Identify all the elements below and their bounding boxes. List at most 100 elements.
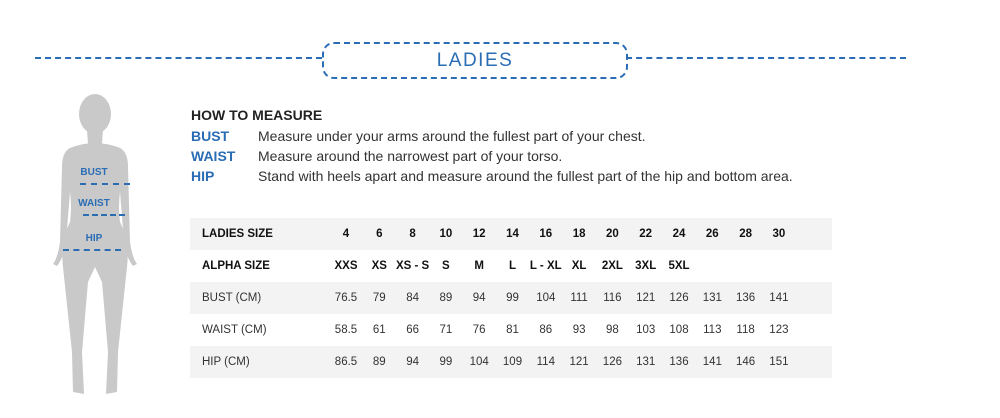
- waist-line: [83, 214, 125, 216]
- table-cell: 4: [342, 228, 350, 240]
- table-cell: 114: [536, 356, 555, 368]
- table-cell: 81: [506, 324, 519, 336]
- measure-text: Measure around the narrowest part of you…: [258, 148, 563, 164]
- table-cell: 71: [439, 324, 453, 336]
- table-cell: 94: [406, 356, 419, 368]
- measure-key: HIP: [191, 168, 215, 184]
- table-cell: 116: [603, 292, 622, 304]
- table-cell: 6: [376, 228, 383, 240]
- table-cell: 136: [669, 356, 689, 368]
- row-label: ALPHA SIZE: [202, 260, 270, 272]
- table-cell: 30: [772, 228, 786, 240]
- body-silhouette: BUST WAIST HIP: [40, 92, 150, 402]
- measure-key: BUST: [191, 128, 230, 144]
- row-hip: HIP (CM) 86.5 89 94 99 104 109 114 121 126 131 136 1…: [190, 346, 832, 378]
- table-cell: 94: [472, 292, 486, 304]
- table-cell: 20: [605, 228, 619, 240]
- table-cell: 141: [702, 356, 722, 368]
- bust-line: [80, 183, 130, 185]
- silhouette-icon: [53, 94, 137, 394]
- measure-text: Measure under your arms around the fulle…: [258, 128, 646, 144]
- table-cell: 111: [570, 292, 588, 304]
- table-cell: 89: [372, 356, 386, 368]
- table-cell: 66: [406, 324, 419, 336]
- figure-label-waist: WAIST: [78, 198, 110, 209]
- table-cell: 151: [769, 356, 789, 368]
- table-cell: 12: [472, 228, 486, 240]
- table-cell: 28: [739, 228, 752, 240]
- table-cell: 10: [439, 228, 453, 240]
- table-cell: 86.5: [334, 356, 358, 368]
- measure-key: WAIST: [191, 148, 236, 164]
- hip-line: [63, 249, 121, 251]
- table-cell: S: [442, 260, 450, 272]
- table-cell: 99: [506, 292, 519, 304]
- measure-text: Stand with heels apart and measure aroun…: [258, 168, 793, 184]
- table-cell: 86: [539, 324, 553, 336]
- table-cell: 126: [669, 292, 689, 304]
- table-cell: 16: [539, 228, 553, 240]
- table-cell: 89: [439, 292, 453, 304]
- how-to-measure: HOW TO MEASURE BUST Measure under your a…: [191, 107, 793, 186]
- table-cell: 93: [572, 324, 586, 336]
- table-cell: M: [474, 260, 484, 272]
- row-label: LADIES SIZE: [202, 228, 273, 240]
- table-cell: 2XL: [601, 260, 623, 272]
- measure-item-waist: WAIST Measure around the narrowest part …: [191, 146, 793, 166]
- table-cell: 103: [636, 324, 656, 336]
- table-cell: 79: [372, 292, 386, 304]
- row-bust: BUST (CM) 76.5 79 84 89 94 99 104 111 116 121 126 13…: [190, 282, 832, 314]
- table-cell: 131: [636, 356, 656, 368]
- table-cell: 8: [409, 228, 416, 240]
- table-cell: 118: [736, 324, 755, 336]
- table-cell: 61: [372, 324, 386, 336]
- size-table: LADIES SIZE 4 6 8 10 12 14 16 18 20 22 24 26 28 30 ALPH…: [190, 218, 832, 378]
- figure-label-bust: BUST: [80, 167, 108, 178]
- table-cell: 18: [572, 228, 586, 240]
- row-waist: WAIST (CM) 58.5 61 66 71 76 81 86 93 98 103 108 113 1…: [190, 314, 832, 346]
- table-cell: 98: [605, 324, 619, 336]
- table-cell: 58.5: [334, 324, 358, 336]
- row-label: WAIST (CM): [202, 324, 267, 336]
- table-cell: 146: [736, 356, 756, 368]
- row-label: BUST (CM): [202, 292, 262, 304]
- table-cell: XXS: [334, 260, 358, 272]
- table-cell: 24: [672, 228, 686, 240]
- table-cell: 121: [636, 292, 656, 304]
- measure-item-hip: HIP Stand with heels apart and measure a…: [191, 166, 793, 186]
- section-title: LADIES: [436, 49, 514, 71]
- header-divider-right: [626, 57, 906, 59]
- table-cell: XS: [371, 260, 387, 272]
- measure-item-bust: BUST Measure under your arms around the …: [191, 126, 793, 146]
- table-cell: 76: [472, 324, 486, 336]
- table-cell: 22: [639, 228, 653, 240]
- table-cell: 99: [439, 356, 453, 368]
- table-cell: 141: [769, 292, 789, 304]
- table-cell: 5XL: [668, 260, 690, 272]
- header-divider-left: [35, 57, 322, 59]
- table-cell: 113: [703, 324, 722, 336]
- table-cell: 136: [736, 292, 756, 304]
- table-cell: 26: [705, 228, 719, 240]
- table-cell: 84: [406, 292, 419, 304]
- table-cell: 3XL: [635, 260, 657, 272]
- table-cell: 126: [602, 356, 622, 368]
- table-cell: 121: [569, 356, 589, 368]
- table-cell: L: [508, 260, 517, 272]
- table-cell: L - XL: [529, 260, 562, 272]
- how-to-measure-title: HOW TO MEASURE: [191, 107, 323, 123]
- table-cell: 14: [506, 228, 519, 240]
- table-cell: XL: [571, 260, 587, 272]
- table-cell: 108: [669, 324, 689, 336]
- table-cell: 131: [702, 292, 722, 304]
- row-label: HIP (CM): [202, 356, 250, 368]
- table-cell: 109: [502, 356, 523, 368]
- table-cell: 76.5: [334, 292, 358, 304]
- table-cell: XS - S: [395, 260, 430, 272]
- row-ladies-size: LADIES SIZE 4 6 8 10 12 14 16 18 20 22 24 26 28 30: [190, 218, 832, 250]
- section-title-box: LADIES: [322, 42, 628, 79]
- table-cell: 104: [536, 292, 556, 304]
- figure-label-hip: HIP: [85, 233, 103, 244]
- table-cell: 123: [769, 324, 789, 336]
